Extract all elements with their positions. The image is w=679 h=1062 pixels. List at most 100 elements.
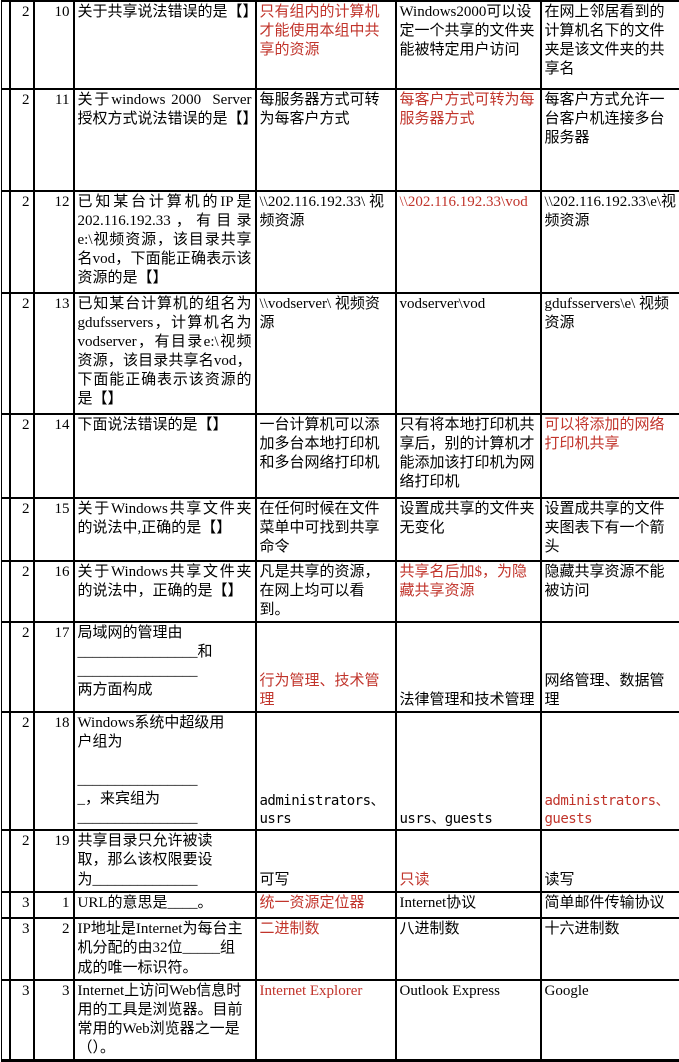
section-number-cell: 3 <box>10 980 34 1061</box>
question-text-cell: 关于Windows共享文件夹的说法中，正确的是【】 <box>74 561 256 622</box>
option-cell-b: 只读 <box>396 830 541 892</box>
option-cell-b: Internet协议 <box>396 892 541 918</box>
row-margin-cell <box>2 191 10 293</box>
question-text-cell: 局域网的管理由 ________________和 ______________… <box>74 622 256 712</box>
section-number-cell: 2 <box>10 498 34 561</box>
option-cell-b: Windows2000可以设定一个共享的文件夹能被特定用户访问 <box>396 1 541 89</box>
question-number-cell: 11 <box>34 89 74 191</box>
option-cell-a: 只有组内的计算机才能使用本组中共享的资源 <box>256 1 396 89</box>
option-cell-a: \\vodserver\ 视频资源 <box>256 293 396 414</box>
option-cell-c: 隐藏共享资源不能被访问 <box>541 561 679 622</box>
option-cell-c: 读写 <box>541 830 679 892</box>
question-text-cell: 关于windows 2000 Server授权方式说法错误的是【】 <box>74 89 256 191</box>
question-number-cell: 18 <box>34 712 74 830</box>
section-number-cell: 2 <box>10 89 34 191</box>
option-cell-b: 八进制数 <box>396 918 541 979</box>
section-number-cell: 2 <box>10 293 34 414</box>
option-cell-c: 可以将添加的网络打印机共享 <box>541 414 679 498</box>
option-cell-b: 设置成共享的文件夹无变化 <box>396 498 541 561</box>
option-cell-b: Outlook Express <box>396 980 541 1061</box>
option-cell-a: 凡是共享的资源，在网上均可以看到。 <box>256 561 396 622</box>
option-cell-c: 设置成共享的文件夹图表下有一个箭头 <box>541 498 679 561</box>
question-text-cell: IP地址是Internet为每台主 机分配的由32位_____组 成的唯一标识符… <box>74 918 256 979</box>
question-text-cell: Windows系统中超级用 户组为 ________________ _，来宾组… <box>74 712 256 830</box>
section-number-cell: 2 <box>10 712 34 830</box>
option-cell-b: 法律管理和技术管理 <box>396 622 541 712</box>
row-margin-cell <box>2 414 10 498</box>
option-cell-a: administrators、usrs <box>256 712 396 830</box>
section-number-cell: 2 <box>10 414 34 498</box>
row-margin-cell <box>2 980 10 1061</box>
option-cell-a: 可写 <box>256 830 396 892</box>
row-margin-cell <box>2 622 10 712</box>
option-cell-a: 行为管理、技术管理 <box>256 622 396 712</box>
section-number-cell: 2 <box>10 1 34 89</box>
option-cell-a: \\202.116.192.33\ 视频资源 <box>256 191 396 293</box>
option-cell-c: 简单邮件传输协议 <box>541 892 679 918</box>
question-number-cell: 17 <box>34 622 74 712</box>
section-number-cell: 3 <box>10 892 34 918</box>
option-cell-c: Google <box>541 980 679 1061</box>
row-margin-cell <box>2 561 10 622</box>
row-margin-cell <box>2 1 10 89</box>
option-cell-c: \\202.116.192.33\e\视频资源 <box>541 191 679 293</box>
option-cell-a: 二进制数 <box>256 918 396 979</box>
question-number-cell: 15 <box>34 498 74 561</box>
section-number-cell: 2 <box>10 191 34 293</box>
section-number-cell: 2 <box>10 622 34 712</box>
option-cell-b: 共享名后加$，为隐藏共享资源 <box>396 561 541 622</box>
question-number-cell: 12 <box>34 191 74 293</box>
row-margin-cell <box>2 712 10 830</box>
option-cell-a: Internet Explorer <box>256 980 396 1061</box>
option-cell-b: 每客户方式可转为每服务器方式 <box>396 89 541 191</box>
option-cell-b: \\202.116.192.33\vod <box>396 191 541 293</box>
question-text-cell: 关于Windows共享文件夹的说法中,正确的是【】 <box>74 498 256 561</box>
question-text-cell: 关于共享说法错误的是【】 <box>74 1 256 89</box>
row-margin-cell <box>2 89 10 191</box>
option-cell-a: 统一资源定位器 <box>256 892 396 918</box>
option-cell-c: 每客户方式允许一台客户机连接多台服务器 <box>541 89 679 191</box>
section-number-cell: 2 <box>10 561 34 622</box>
question-text-cell: URL的意思是____。 <box>74 892 256 918</box>
question-text-cell: 共享目录只允许被读 取，那么该权限要设 为______________ <box>74 830 256 892</box>
question-number-cell: 1 <box>34 892 74 918</box>
row-margin-cell <box>2 498 10 561</box>
option-cell-a: 每服务器方式可转为每客户方式 <box>256 89 396 191</box>
question-text-cell: Internet上访问Web信息时 用的工具是浏览器。目前 常用的Web浏览器之… <box>74 980 256 1061</box>
question-number-cell: 14 <box>34 414 74 498</box>
option-cell-b: 只有将本地打印机共享后，别的计算机才能添加该打印机为网络打印机 <box>396 414 541 498</box>
question-number-cell: 13 <box>34 293 74 414</box>
question-text-cell: 已知某台计算机的组名为gdufsservers，计算机名为vodserver，有… <box>74 293 256 414</box>
option-cell-c: gdufsservers\e\ 视频资源 <box>541 293 679 414</box>
option-cell-c: 十六进制数 <box>541 918 679 979</box>
row-margin-cell <box>2 293 10 414</box>
row-margin-cell <box>2 830 10 892</box>
option-cell-b: usrs、guests <box>396 712 541 830</box>
question-number-cell: 2 <box>34 918 74 979</box>
question-number-cell: 3 <box>34 980 74 1061</box>
question-text-cell: 下面说法错误的是【】 <box>74 414 256 498</box>
option-cell-c: administrators、guests <box>541 712 679 830</box>
section-number-cell: 3 <box>10 918 34 979</box>
option-cell-a: 在任何时候在文件菜单中可找到共享命令 <box>256 498 396 561</box>
question-number-cell: 10 <box>34 1 74 89</box>
option-cell-b: vodserver\vod <box>396 293 541 414</box>
row-margin-cell <box>2 918 10 979</box>
row-margin-cell <box>2 892 10 918</box>
option-cell-c: 在网上邻居看到的计算机名下的文件夹是该文件夹的共享名 <box>541 1 679 89</box>
question-number-cell: 16 <box>34 561 74 622</box>
option-cell-a: 一台计算机可以添加多台本地打印机和多台网络打印机 <box>256 414 396 498</box>
